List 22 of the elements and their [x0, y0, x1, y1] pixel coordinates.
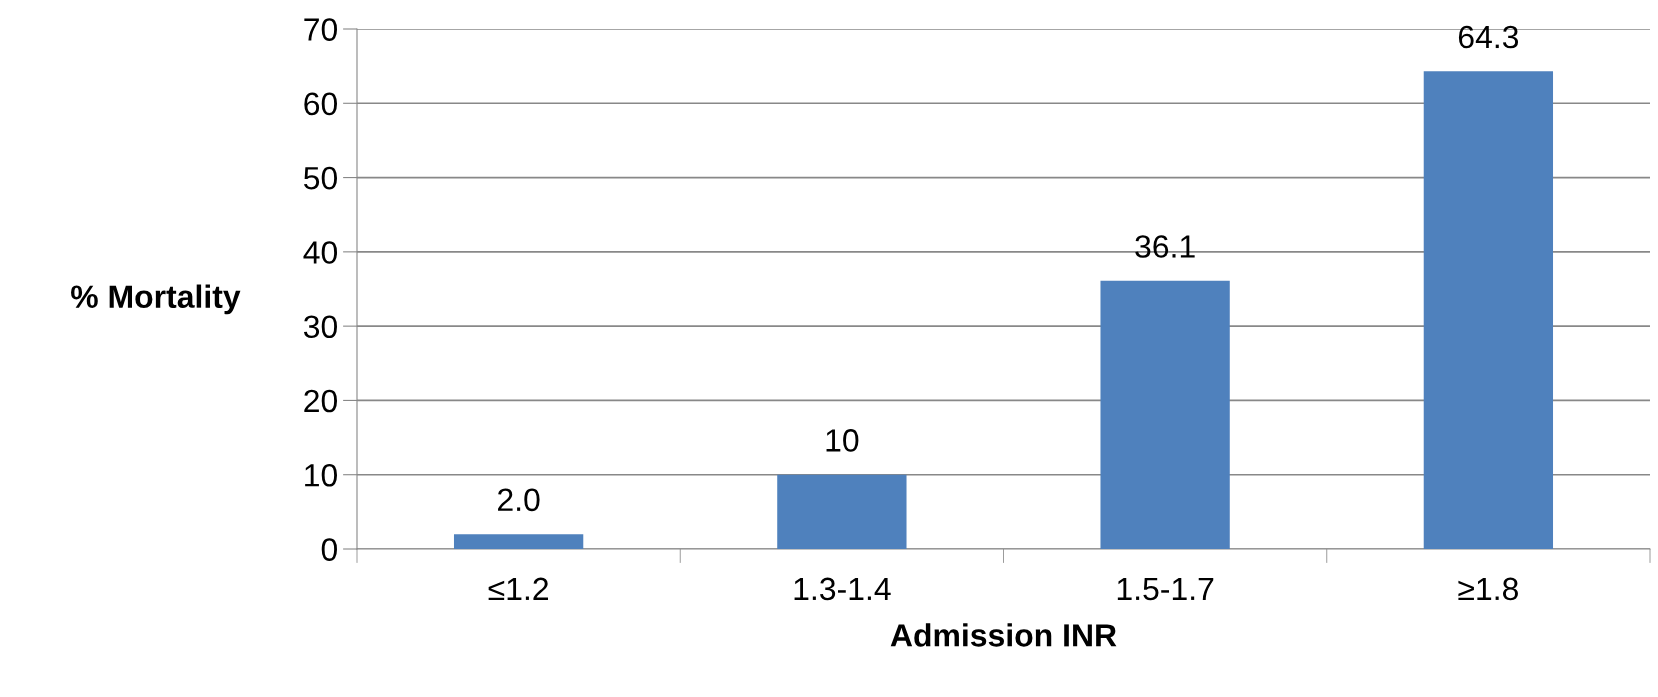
bar [1100, 280, 1230, 549]
data-label: 2.0 [498, 488, 540, 512]
x-tick-label: ≤1.2 [488, 577, 548, 600]
y-tick-label: 40 [303, 241, 337, 264]
y-tick-label: 50 [304, 166, 337, 190]
y-tick-label: 70 [304, 18, 337, 41]
y-tick-label: 0 [321, 538, 337, 561]
x-axis-title: Admission INR [890, 623, 1117, 647]
data-label: 64.3 [1458, 25, 1519, 49]
y-tick-label: 20 [304, 389, 337, 413]
data-label: 10 [826, 429, 859, 452]
x-tick-label: 1.3-1.4 [794, 577, 891, 601]
bar [1423, 71, 1554, 549]
y-tick-label: 60 [304, 92, 337, 116]
y-tick-label: 10 [305, 463, 337, 487]
data-label: 36.1 [1135, 235, 1195, 258]
y-tick-label: 30 [303, 315, 337, 339]
x-tick-label: 1.5-1.7 [1117, 577, 1214, 601]
x-tick-label: ≥1.8 [1458, 577, 1518, 601]
y-axis-title: % Mortality [71, 284, 241, 315]
bar [453, 534, 584, 549]
bar [777, 474, 907, 549]
